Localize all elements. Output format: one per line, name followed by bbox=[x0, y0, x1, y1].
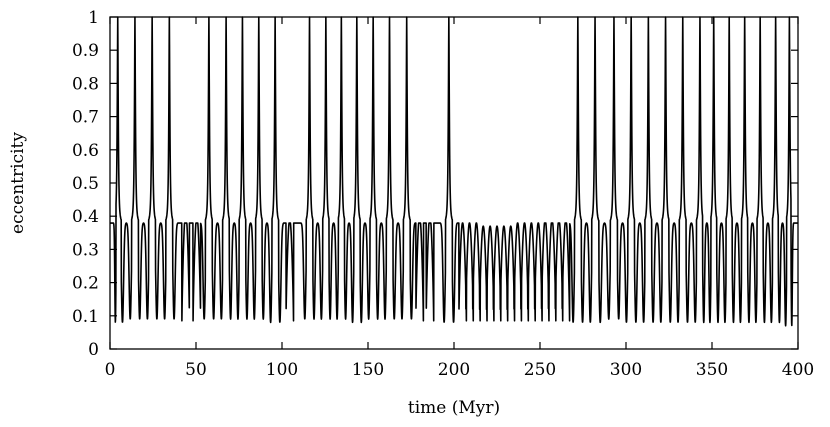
y-tick-label: 0.3 bbox=[72, 240, 99, 260]
x-tick-label: 400 bbox=[782, 360, 814, 380]
x-tick-label: 350 bbox=[696, 360, 728, 380]
x-tick-label: 50 bbox=[185, 360, 207, 380]
plot-frame bbox=[109, 16, 799, 350]
y-tick-label: 0.5 bbox=[72, 174, 99, 194]
x-tick-label: 200 bbox=[438, 360, 470, 380]
y-tick-label: 0 bbox=[88, 340, 99, 360]
x-tick-label: 150 bbox=[352, 360, 384, 380]
y-tick-label: 0.4 bbox=[72, 207, 99, 227]
x-tick-label: 0 bbox=[105, 360, 116, 380]
y-tick-label: 1 bbox=[88, 8, 99, 28]
eccentricity-series-line bbox=[109, 16, 799, 327]
y-tick-label: 0.1 bbox=[72, 307, 99, 327]
tick-labels: 0 50 100 150 200 250 300 350 400 0 0.1 0.2 0.3 0.4 0.5… bbox=[72, 8, 814, 380]
y-axis-label: eccentricity bbox=[8, 132, 28, 234]
x-axis-label: time (Myr) bbox=[408, 398, 500, 418]
x-tick-label: 250 bbox=[524, 360, 556, 380]
y-tick-label: 0.8 bbox=[72, 74, 99, 94]
y-tick-label: 0.7 bbox=[72, 108, 99, 128]
x-tick-label: 300 bbox=[610, 360, 642, 380]
y-tick-label: 0.9 bbox=[72, 41, 99, 61]
y-tick-label: 0.2 bbox=[72, 274, 99, 294]
y-tick-label: 0.6 bbox=[72, 141, 99, 161]
x-tick-label: 100 bbox=[266, 360, 298, 380]
